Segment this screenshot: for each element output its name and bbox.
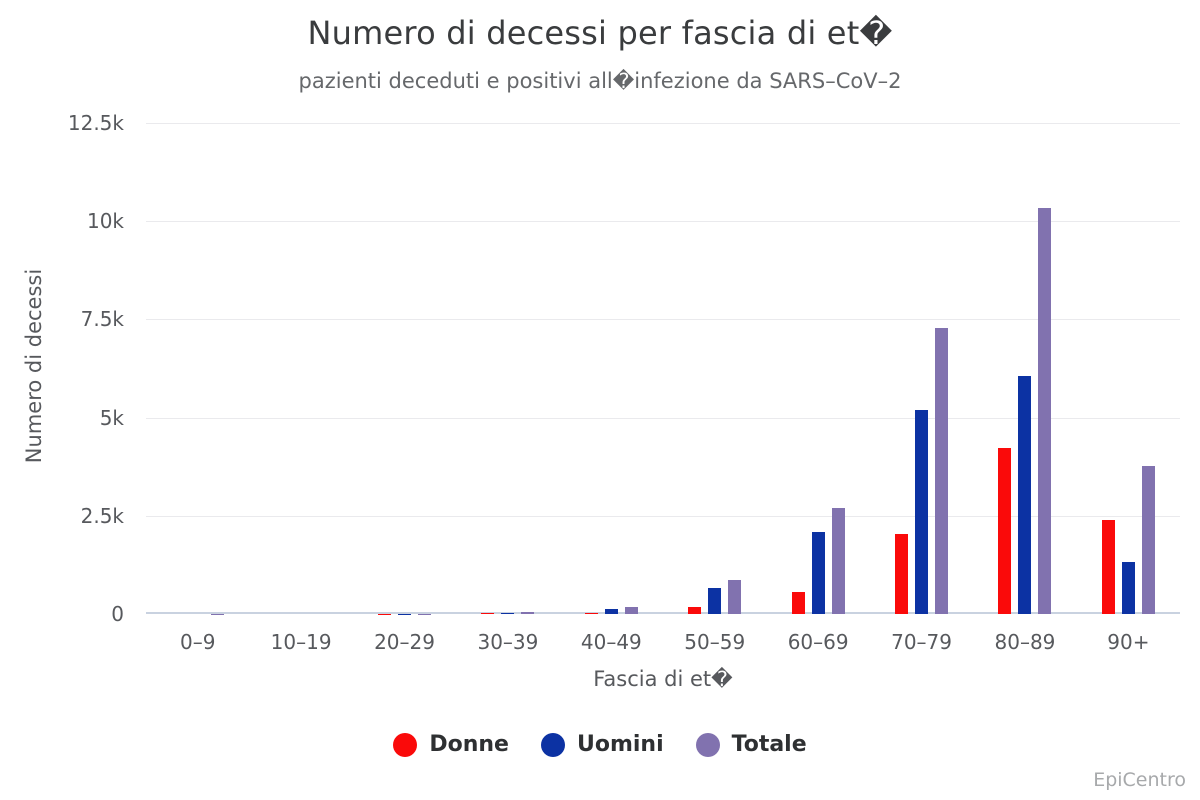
bar-group-90+ [1077, 123, 1180, 614]
bar-donne-40-49 [584, 613, 598, 614]
bar-donne-80-89 [998, 448, 1012, 614]
x-axis-tick-labels: 0–9 10–19 20–29 30–39 40–49 50–59 60–69 70–79 80… [146, 630, 1180, 654]
x-tick-label: 50–59 [684, 630, 746, 654]
bar-totale-30-39 [521, 612, 535, 614]
y-tick-label: 2.5k [80, 503, 124, 528]
bar-uomini-30-39 [501, 613, 515, 614]
legend-item-uomini[interactable]: Uomini [540, 732, 664, 757]
chart-subtitle: pazienti deceduti e positivi all�infezio… [298, 69, 902, 93]
y-tick-label: 0 [111, 602, 124, 626]
legend-item-donne[interactable]: Donne [393, 732, 509, 757]
x-axis-title: Fascia di et� [593, 667, 733, 691]
legend-dot-icon [393, 732, 418, 757]
bar-totale-90+ [1141, 465, 1155, 614]
bar-groups [146, 123, 1180, 614]
bar-uomini-40-49 [604, 609, 618, 614]
x-tick-label: 70–79 [891, 630, 952, 654]
bar-uomini-50-59 [708, 588, 722, 614]
x-tick-label: 0–9 [179, 630, 216, 654]
y-tick-label: 5k [99, 405, 124, 430]
bar-uomini-70-79 [915, 409, 929, 614]
gridline [146, 123, 1180, 124]
gridline [146, 319, 1180, 321]
gridline [146, 515, 1180, 517]
bar-totale-40-49 [624, 607, 638, 614]
bar-donne-90+ [1101, 520, 1115, 614]
bar-group-20-29 [353, 123, 456, 614]
legend: Donne Uomini Totale [0, 732, 1200, 757]
bar-totale-70-79 [935, 328, 949, 614]
bar-uomini-60-69 [811, 531, 825, 614]
plot-area [146, 123, 1180, 614]
bar-group-0-9 [146, 123, 249, 614]
page-title: Numero di decessi per fascia di et� [307, 14, 893, 52]
bar-donne-30-39 [481, 613, 495, 614]
legend-item-label: Totale [731, 732, 807, 757]
legend-dot-icon [540, 732, 565, 757]
legend-item-totale[interactable]: Totale [695, 732, 807, 757]
y-axis-tick-labels: 0 2.5k 5k 7.5k 10k 12.5k [0, 113, 124, 624]
bar-donne-50-59 [688, 607, 702, 614]
legend-dot-icon [695, 732, 720, 757]
bar-totale-80-89 [1038, 208, 1052, 614]
y-tick-label: 12.5k [67, 111, 124, 135]
legend-item-label: Uomini [576, 732, 664, 757]
x-tick-label: 10–19 [270, 630, 332, 654]
bar-uomini-90+ [1121, 561, 1135, 614]
gridline [146, 417, 1180, 419]
source-watermark: EpiCentro [1093, 769, 1186, 791]
bar-uomini-80-89 [1018, 375, 1032, 614]
bar-group-30-39 [456, 123, 559, 614]
bar-totale-60-69 [831, 508, 845, 614]
x-tick-label: 80–89 [994, 630, 1056, 654]
bar-group-50-59 [663, 123, 766, 614]
bar-group-80-89 [973, 123, 1076, 614]
bar-totale-20-29 [418, 613, 432, 614]
bar-group-70-79 [870, 123, 973, 614]
x-tick-label: 90+ [1107, 630, 1150, 654]
bar-totale-50-59 [728, 579, 742, 614]
bar-donne-60-69 [791, 592, 805, 614]
gridline [146, 221, 1180, 223]
x-tick-label: 20–29 [374, 630, 435, 654]
y-tick-label: 7.5k [80, 307, 124, 332]
bar-group-60-69 [766, 123, 869, 614]
y-tick-label: 10k [86, 209, 124, 234]
x-tick-label: 40–49 [580, 630, 642, 654]
legend-item-label: Donne [429, 732, 509, 757]
bar-group-40-49 [560, 123, 663, 614]
bar-donne-70-79 [895, 534, 909, 614]
x-tick-label: 60–69 [787, 630, 849, 654]
x-tick-label: 30–39 [477, 630, 539, 654]
bar-group-10-19 [249, 123, 352, 614]
x-axis-line [146, 612, 1180, 614]
